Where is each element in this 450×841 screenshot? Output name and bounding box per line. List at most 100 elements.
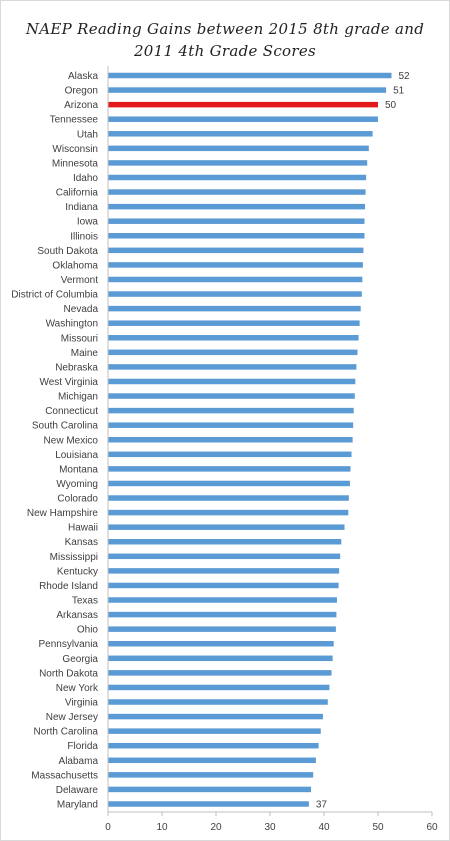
category-label-washington: Washington: [46, 319, 98, 330]
category-label-nevada: Nevada: [64, 304, 99, 315]
bar-vermont: [108, 276, 363, 283]
category-label-texas: Texas: [72, 596, 98, 607]
category-label-new-mexico: New Mexico: [44, 435, 99, 446]
bar-minnesota: [108, 160, 368, 166]
bar-new-hampshire: [108, 509, 349, 516]
bar-hawaii: [108, 524, 345, 530]
data-label-alaska: 52: [399, 71, 411, 82]
bar-montana: [108, 466, 351, 472]
chart-title-line-2: 2011 4th Grade Scores: [133, 42, 317, 60]
category-label-west-virginia: West Virginia: [39, 377, 98, 388]
bar-delaware: [108, 786, 312, 793]
category-label-louisiana: Louisiana: [55, 450, 98, 461]
category-label-alabama: Alabama: [59, 756, 99, 767]
bar-massachusetts: [108, 772, 314, 778]
category-label-maryland: Maryland: [57, 800, 98, 811]
data-label-arizona: 50: [385, 100, 397, 111]
bar-michigan: [108, 393, 355, 399]
category-label-new-jersey: New Jersey: [46, 712, 98, 723]
bar-alabama: [108, 757, 316, 764]
category-label-kentucky: Kentucky: [57, 566, 98, 577]
bar-nebraska: [108, 364, 357, 370]
bar-new-mexico: [108, 437, 353, 443]
bar-alaska: [108, 72, 392, 79]
category-label-idaho: Idaho: [73, 173, 98, 184]
bar-rhode-island: [108, 582, 339, 589]
category-label-minnesota: Minnesota: [52, 158, 99, 169]
x-tick-label-40: 40: [318, 822, 330, 833]
bar-new-jersey: [108, 713, 323, 720]
category-label-arkansas: Arkansas: [56, 610, 98, 621]
bar-kentucky: [108, 568, 340, 574]
category-label-connecticut: Connecticut: [45, 406, 98, 417]
category-label-colorado: Colorado: [57, 494, 98, 505]
bar-washington: [108, 320, 360, 326]
bar-kansas: [108, 538, 342, 545]
category-label-pennsylvania: Pennsylvania: [39, 639, 99, 650]
category-label-hawaii: Hawaii: [68, 523, 98, 534]
bar-california: [108, 189, 366, 195]
x-tick-label-30: 30: [264, 822, 276, 833]
category-label-california: California: [56, 188, 99, 199]
x-tick-label-0: 0: [105, 822, 111, 833]
category-label-ohio: Ohio: [77, 625, 99, 636]
bar-virginia: [108, 699, 328, 705]
bar-tennessee: [108, 116, 378, 122]
bar-indiana: [108, 203, 366, 210]
bar-connecticut: [108, 407, 354, 414]
bar-maryland: [108, 801, 309, 807]
category-label-delaware: Delaware: [56, 785, 99, 796]
category-label-new-hampshire: New Hampshire: [27, 508, 99, 519]
bar-north-dakota: [108, 670, 332, 676]
category-label-virginia: Virginia: [65, 698, 99, 709]
bar-missouri: [108, 335, 359, 341]
bar-pennsylvania: [108, 640, 334, 647]
bar-texas: [108, 597, 337, 603]
x-tick-label-60: 60: [426, 822, 438, 833]
category-label-maine: Maine: [71, 348, 99, 359]
bar-idaho: [108, 174, 367, 181]
bar-arizona: [108, 101, 378, 108]
category-label-arizona: Arizona: [64, 100, 98, 111]
bar-louisiana: [108, 451, 352, 458]
bar-west-virginia: [108, 378, 356, 385]
category-label-missouri: Missouri: [61, 333, 98, 344]
bar-oklahoma: [108, 262, 363, 268]
bar-ohio: [108, 626, 336, 632]
category-label-alaska: Alaska: [68, 71, 98, 82]
data-label-oregon: 51: [393, 86, 405, 97]
category-label-indiana: Indiana: [65, 202, 98, 213]
bar-iowa: [108, 218, 365, 224]
bar-oregon: [108, 87, 387, 93]
category-label-kansas: Kansas: [65, 537, 98, 548]
data-label-maryland: 37: [316, 800, 328, 811]
bar-mississippi: [108, 553, 341, 560]
category-label-florida: Florida: [67, 741, 98, 752]
chart-title: NAEP Reading Gains between 2015 8th grad…: [0, 18, 450, 62]
bar-south-carolina: [108, 422, 354, 428]
category-label-iowa: Iowa: [77, 217, 99, 228]
category-label-wyoming: Wyoming: [56, 479, 98, 490]
bar-wisconsin: [108, 145, 369, 152]
category-label-south-carolina: South Carolina: [32, 421, 99, 432]
x-tick-label-50: 50: [372, 822, 384, 833]
bar-nevada: [108, 305, 361, 312]
category-label-south-dakota: South Dakota: [37, 246, 98, 257]
category-label-tennessee: Tennessee: [50, 115, 99, 126]
category-label-district-of-columbia: District of Columbia: [11, 290, 98, 301]
x-tick-label-20: 20: [210, 822, 222, 833]
bar-illinois: [108, 233, 365, 239]
category-label-mississippi: Mississippi: [50, 552, 98, 563]
category-label-rhode-island: Rhode Island: [39, 581, 98, 592]
category-label-michigan: Michigan: [58, 392, 98, 403]
bar-new-york: [108, 684, 330, 691]
category-label-wisconsin: Wisconsin: [52, 144, 98, 155]
category-label-new-york: New York: [56, 683, 99, 694]
bar-north-carolina: [108, 728, 321, 734]
bar-district-of-columbia: [108, 291, 362, 297]
category-label-vermont: Vermont: [61, 275, 98, 286]
bar-wyoming: [108, 480, 350, 487]
category-label-north-carolina: North Carolina: [34, 727, 99, 738]
category-label-north-dakota: North Dakota: [39, 668, 98, 679]
category-label-montana: Montana: [59, 464, 98, 475]
